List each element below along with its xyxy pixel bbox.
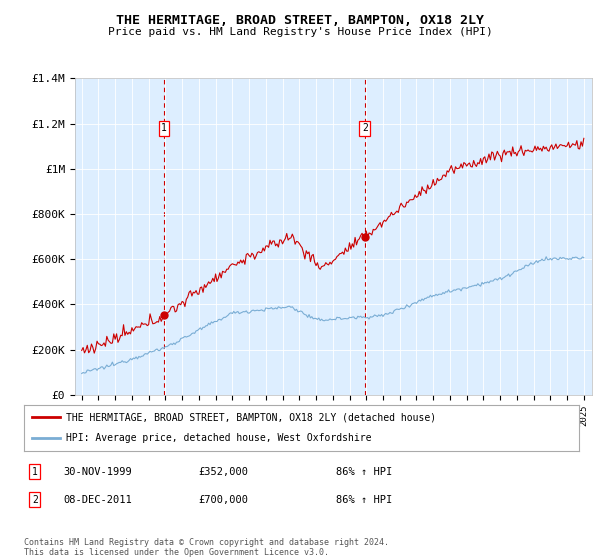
Text: Contains HM Land Registry data © Crown copyright and database right 2024.
This d: Contains HM Land Registry data © Crown c… xyxy=(24,538,389,557)
Text: 86% ↑ HPI: 86% ↑ HPI xyxy=(336,466,392,477)
Text: 30-NOV-1999: 30-NOV-1999 xyxy=(63,466,132,477)
Text: 2: 2 xyxy=(362,123,368,133)
Text: 2: 2 xyxy=(32,494,38,505)
Text: £352,000: £352,000 xyxy=(198,466,248,477)
Text: 1: 1 xyxy=(161,123,167,133)
Text: Price paid vs. HM Land Registry's House Price Index (HPI): Price paid vs. HM Land Registry's House … xyxy=(107,27,493,37)
Text: 1: 1 xyxy=(32,466,38,477)
Text: THE HERMITAGE, BROAD STREET, BAMPTON, OX18 2LY: THE HERMITAGE, BROAD STREET, BAMPTON, OX… xyxy=(116,14,484,27)
Text: 08-DEC-2011: 08-DEC-2011 xyxy=(63,494,132,505)
Text: 86% ↑ HPI: 86% ↑ HPI xyxy=(336,494,392,505)
Text: £700,000: £700,000 xyxy=(198,494,248,505)
Text: HPI: Average price, detached house, West Oxfordshire: HPI: Average price, detached house, West… xyxy=(65,433,371,444)
Text: THE HERMITAGE, BROAD STREET, BAMPTON, OX18 2LY (detached house): THE HERMITAGE, BROAD STREET, BAMPTON, OX… xyxy=(65,412,436,422)
